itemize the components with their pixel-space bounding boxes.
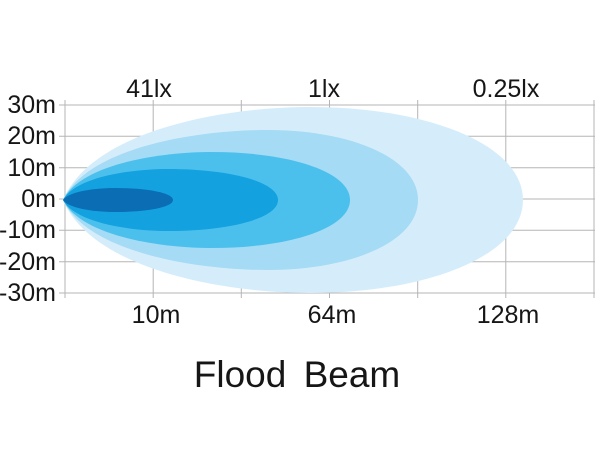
bottom-tick-64m: 64m — [308, 301, 357, 329]
beam-zones — [63, 107, 523, 293]
bottom-axis-labels: 10m 64m 128m — [132, 301, 540, 329]
beam-zone-hotspot — [63, 188, 173, 212]
bottom-tick-128m: 128m — [477, 301, 540, 329]
y-tick-neg20m: -20m — [0, 248, 56, 276]
y-tick-10m: 10m — [7, 154, 56, 182]
bottom-tick-10m: 10m — [132, 301, 181, 329]
y-tick-0m: 0m — [21, 185, 56, 213]
y-tick-neg30m: -30m — [0, 279, 56, 307]
chart-title: Flood Beam — [194, 354, 401, 395]
y-tick-neg10m: -10m — [0, 216, 56, 244]
top-tick-1lx: 1lx — [308, 75, 340, 103]
top-tick-025lx: 0.25lx — [473, 75, 540, 103]
y-tick-20m: 20m — [7, 122, 56, 150]
top-tick-41lx: 41lx — [126, 75, 172, 103]
left-axis-labels: 30m 20m 10m 0m -10m -20m -30m — [0, 91, 56, 307]
y-tick-30m: 30m — [7, 91, 56, 119]
top-axis-labels: 41lx 1lx 0.25lx — [126, 75, 540, 103]
